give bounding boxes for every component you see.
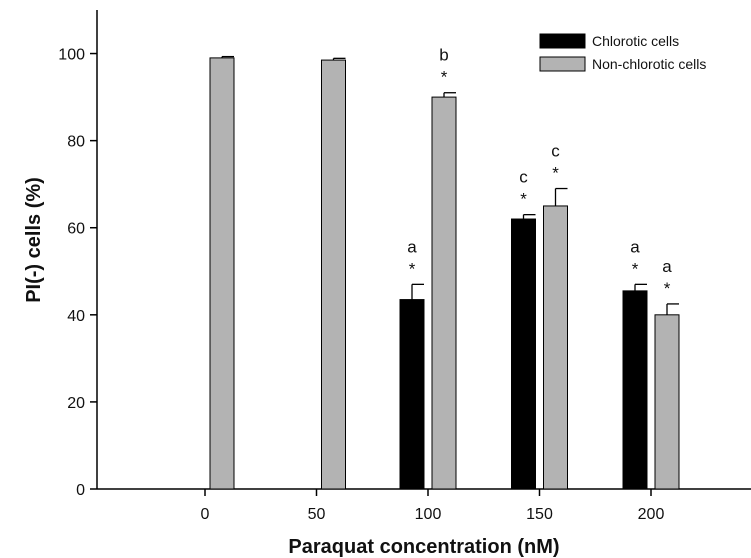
significance-star: * <box>441 68 448 87</box>
bar-chlorotic-150 <box>511 218 536 490</box>
y-ticks: 0 20 40 60 80 100 <box>58 47 97 499</box>
y-axis-title: PI(-) cells (%) <box>23 177 45 303</box>
x-tick-label: 150 <box>526 506 553 523</box>
legend-swatch <box>539 56 586 72</box>
legend-label: Chlorotic cells <box>592 33 679 49</box>
bar-chlorotic-100 <box>399 299 425 490</box>
x-ticks: 0 50 100 150 200 <box>201 489 665 523</box>
significance-star: * <box>409 259 416 278</box>
significance-star: * <box>664 279 671 298</box>
bar-non-chlorotic-200 <box>654 314 680 490</box>
group-letter: a <box>630 237 640 256</box>
bars <box>209 57 680 490</box>
x-tick-label: 100 <box>415 506 442 523</box>
bar-non-chlorotic-0 <box>209 57 235 490</box>
x-tick-label: 50 <box>308 506 326 523</box>
annotations: * a * c * a * b * c * a <box>407 46 672 298</box>
y-tick-label: 60 <box>67 221 85 238</box>
y-tick-label: 20 <box>67 395 85 412</box>
group-letter: b <box>439 46 448 65</box>
legend-swatch <box>539 33 586 49</box>
legend-label: Non-chlorotic cells <box>592 56 706 72</box>
y-tick-label: 80 <box>67 134 85 151</box>
bar-non-chlorotic-50 <box>321 59 346 490</box>
y-tick-label: 40 <box>67 308 85 325</box>
bar-non-chlorotic-150 <box>543 205 568 490</box>
significance-star: * <box>632 259 639 278</box>
x-tick-label: 200 <box>638 506 665 523</box>
group-letter: c <box>551 142 560 161</box>
significance-star: * <box>520 190 527 209</box>
x-axis-title: Paraquat concentration (nM) <box>288 536 559 558</box>
x-tick-label: 0 <box>201 506 210 523</box>
error-bars <box>221 55 679 315</box>
legend: Chlorotic cells Non-chlorotic cells <box>539 33 706 72</box>
y-tick-label: 0 <box>76 482 85 499</box>
bar-chlorotic-200 <box>622 290 648 490</box>
group-letter: c <box>519 168 528 187</box>
significance-star: * <box>552 164 559 183</box>
bar-non-chlorotic-100 <box>431 96 457 490</box>
group-letter: a <box>662 257 672 276</box>
group-letter: a <box>407 237 417 256</box>
y-tick-label: 100 <box>58 47 85 64</box>
